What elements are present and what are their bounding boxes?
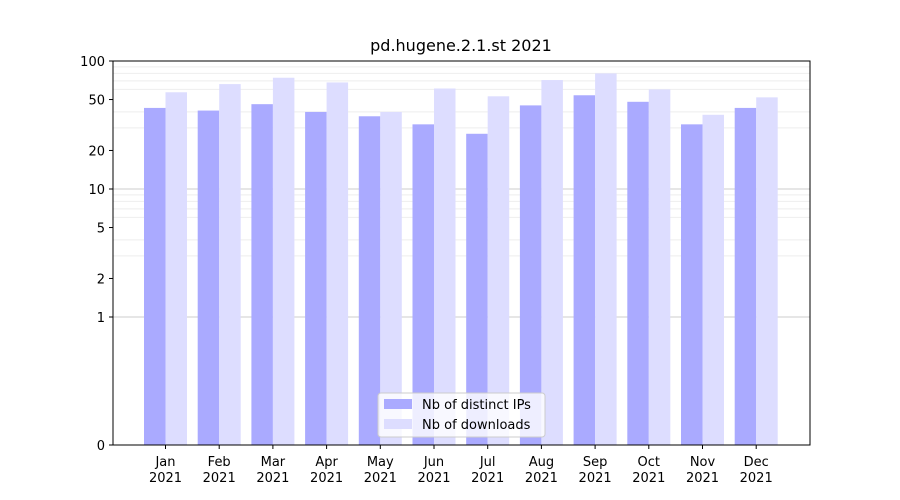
y-tick-label: 20 bbox=[88, 144, 105, 159]
x-tick-label-year: 2021 bbox=[203, 471, 236, 486]
chart-title: pd.hugene.2.1.st 2021 bbox=[370, 36, 552, 55]
legend: Nb of distinct IPs Nb of downloads bbox=[377, 392, 546, 438]
bar-1-9 bbox=[648, 89, 671, 445]
x-tick-label-year: 2021 bbox=[632, 471, 665, 486]
bar-1-6 bbox=[487, 96, 510, 445]
bar-0-9 bbox=[627, 101, 649, 446]
bar-0-2 bbox=[251, 104, 273, 446]
x-tick-label-month: Oct bbox=[638, 455, 660, 470]
bar-1-0 bbox=[165, 92, 187, 445]
x-tick-label-month: Jul bbox=[479, 455, 496, 470]
legend-swatch-0 bbox=[384, 399, 412, 409]
axes: 0125102050100Jan2021Feb2021Mar2021Apr202… bbox=[80, 55, 811, 486]
bars bbox=[144, 73, 778, 446]
x-tick-label-year: 2021 bbox=[579, 471, 612, 486]
y-tick-label: 2 bbox=[97, 272, 105, 287]
y-tick-label: 5 bbox=[97, 222, 105, 237]
x-tick-label-month: May bbox=[367, 455, 394, 470]
y-tick-label: 0 bbox=[97, 439, 105, 454]
x-tick-label-month: Jun bbox=[423, 455, 444, 470]
bar-0-7 bbox=[519, 105, 542, 446]
bar-1-7 bbox=[541, 80, 563, 445]
bar-0-1 bbox=[197, 110, 220, 446]
x-tick-label-month: Nov bbox=[690, 455, 716, 470]
legend-swatch-1 bbox=[384, 419, 412, 429]
plot-frame bbox=[112, 60, 811, 446]
bar-0-0 bbox=[144, 107, 166, 445]
x-tick-label-year: 2021 bbox=[364, 471, 397, 486]
x-tick-label-year: 2021 bbox=[149, 471, 182, 486]
x-tick-label-year: 2021 bbox=[525, 471, 558, 486]
bar-0-3 bbox=[305, 111, 327, 446]
bar-1-5 bbox=[434, 88, 456, 445]
bar-1-10 bbox=[702, 114, 724, 446]
x-tick-label-year: 2021 bbox=[256, 471, 289, 486]
x-tick-label-year: 2021 bbox=[740, 471, 773, 486]
x-tick-label-year: 2021 bbox=[417, 471, 450, 486]
bar-0-11 bbox=[734, 107, 757, 445]
y-tick-label: 1 bbox=[97, 311, 105, 326]
bar-1-4 bbox=[380, 111, 402, 446]
x-tick-label-month: Sep bbox=[583, 455, 608, 470]
legend-label-1: Nb of downloads bbox=[422, 418, 531, 433]
x-tick-label-year: 2021 bbox=[471, 471, 504, 486]
y-tick-label: 100 bbox=[80, 55, 105, 70]
x-tick-label-year: 2021 bbox=[686, 471, 719, 486]
bar-1-2 bbox=[272, 77, 295, 445]
x-tick-label-month: Apr bbox=[315, 455, 338, 470]
bar-1-8 bbox=[595, 73, 617, 445]
x-tick-label-month: Feb bbox=[208, 455, 231, 470]
bar-1-3 bbox=[326, 82, 349, 446]
bar-1-1 bbox=[219, 84, 241, 445]
bar-0-10 bbox=[681, 124, 703, 445]
x-tick-label-month: Aug bbox=[529, 455, 554, 470]
x-tick-label-month: Mar bbox=[261, 455, 286, 470]
x-tick-label-year: 2021 bbox=[310, 471, 343, 486]
bar-0-4 bbox=[358, 116, 381, 446]
legend-label-0: Nb of distinct IPs bbox=[422, 398, 531, 413]
bar-0-5 bbox=[412, 124, 434, 445]
bar-0-8 bbox=[573, 95, 596, 445]
bar-1-11 bbox=[756, 97, 778, 446]
x-tick-label-month: Jan bbox=[154, 455, 175, 470]
y-tick-label: 10 bbox=[88, 183, 105, 198]
bar-0-6 bbox=[466, 133, 488, 445]
x-tick-label-month: Dec bbox=[744, 455, 769, 470]
y-tick-label: 50 bbox=[88, 94, 105, 109]
legend-box bbox=[377, 392, 546, 438]
